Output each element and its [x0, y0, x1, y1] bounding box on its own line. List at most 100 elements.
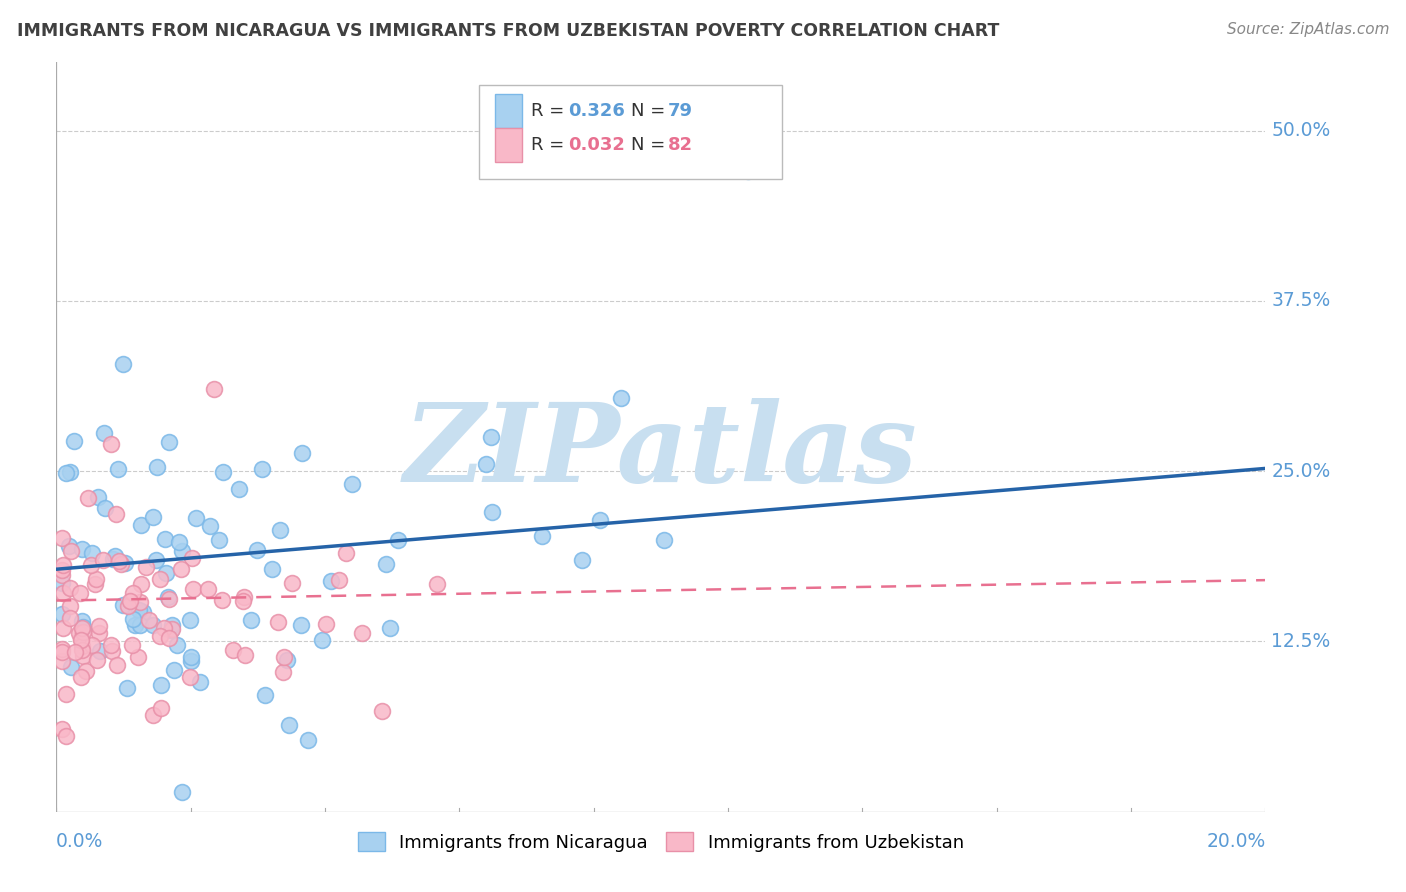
- Text: 37.5%: 37.5%: [1271, 292, 1330, 310]
- Point: [52, 622, 75, 636]
- Point: [72, 625, 94, 640]
- Point: [186, 510, 208, 524]
- Point: [571, 553, 593, 567]
- Point: [211, 465, 233, 479]
- Point: [86, 572, 108, 586]
- Point: [52, 586, 75, 600]
- Point: [153, 621, 176, 635]
- Point: [278, 718, 301, 732]
- Text: N =: N =: [630, 136, 671, 153]
- Point: [127, 650, 149, 665]
- Point: [51, 645, 73, 659]
- Point: [69, 586, 91, 600]
- Point: [530, 529, 553, 543]
- Point: [589, 512, 612, 526]
- Point: [55, 730, 77, 744]
- Point: [172, 785, 194, 799]
- Point: [281, 575, 304, 590]
- Point: [124, 618, 146, 632]
- Text: 0.326: 0.326: [568, 103, 624, 120]
- Point: [232, 593, 254, 607]
- Point: [180, 551, 202, 566]
- Point: [121, 638, 143, 652]
- Point: [108, 554, 131, 568]
- Point: [93, 553, 115, 567]
- Point: [239, 613, 262, 627]
- Point: [59, 660, 82, 674]
- Text: ZIPatlas: ZIPatlas: [404, 399, 918, 506]
- Point: [70, 621, 93, 635]
- Point: [166, 638, 188, 652]
- Point: [55, 467, 77, 481]
- Point: [145, 553, 167, 567]
- Point: [100, 437, 122, 451]
- Point: [267, 615, 290, 629]
- Point: [167, 535, 190, 549]
- Point: [104, 507, 127, 521]
- Point: [253, 688, 276, 702]
- Point: [221, 643, 243, 657]
- Point: [58, 611, 80, 625]
- Point: [51, 607, 73, 621]
- Point: [128, 603, 150, 617]
- Point: [150, 701, 173, 715]
- Point: [75, 664, 97, 678]
- Point: [87, 626, 110, 640]
- Point: [335, 546, 357, 560]
- Point: [319, 574, 342, 588]
- Legend: Immigrants from Nicaragua, Immigrants from Uzbekistan: Immigrants from Nicaragua, Immigrants fr…: [350, 825, 972, 859]
- Point: [67, 626, 90, 640]
- Point: [371, 704, 394, 718]
- Point: [273, 650, 295, 665]
- Point: [737, 164, 759, 178]
- Point: [180, 650, 202, 665]
- Point: [89, 618, 111, 632]
- Point: [157, 631, 180, 645]
- Text: 50.0%: 50.0%: [1271, 121, 1330, 140]
- Point: [112, 598, 135, 612]
- Point: [114, 556, 136, 570]
- Point: [107, 462, 129, 476]
- Point: [269, 524, 291, 538]
- Point: [179, 614, 201, 628]
- Point: [51, 568, 73, 582]
- Point: [290, 618, 312, 632]
- Point: [315, 617, 337, 632]
- Point: [60, 543, 83, 558]
- Point: [117, 599, 139, 614]
- Point: [51, 575, 73, 590]
- FancyBboxPatch shape: [495, 128, 522, 161]
- Point: [233, 648, 256, 663]
- Point: [59, 599, 82, 613]
- Point: [72, 649, 94, 664]
- Point: [69, 670, 91, 684]
- Point: [87, 490, 110, 504]
- Point: [155, 566, 177, 580]
- FancyBboxPatch shape: [479, 85, 782, 178]
- Point: [70, 632, 93, 647]
- Point: [311, 633, 333, 648]
- Point: [200, 519, 222, 533]
- Point: [159, 623, 181, 637]
- Point: [52, 558, 75, 573]
- Point: [138, 613, 160, 627]
- Point: [160, 617, 183, 632]
- Point: [70, 643, 93, 657]
- Point: [328, 573, 350, 587]
- Point: [481, 505, 503, 519]
- Point: [104, 549, 127, 564]
- Point: [297, 732, 319, 747]
- Point: [208, 533, 231, 547]
- Point: [170, 562, 193, 576]
- Point: [340, 477, 363, 491]
- Point: [149, 629, 172, 643]
- Point: [69, 631, 91, 645]
- Point: [101, 644, 124, 658]
- Point: [142, 618, 165, 632]
- Point: [375, 557, 398, 571]
- Point: [93, 426, 115, 441]
- Point: [129, 618, 152, 632]
- Text: 0.0%: 0.0%: [56, 832, 104, 851]
- Point: [121, 586, 143, 600]
- Point: [70, 639, 93, 653]
